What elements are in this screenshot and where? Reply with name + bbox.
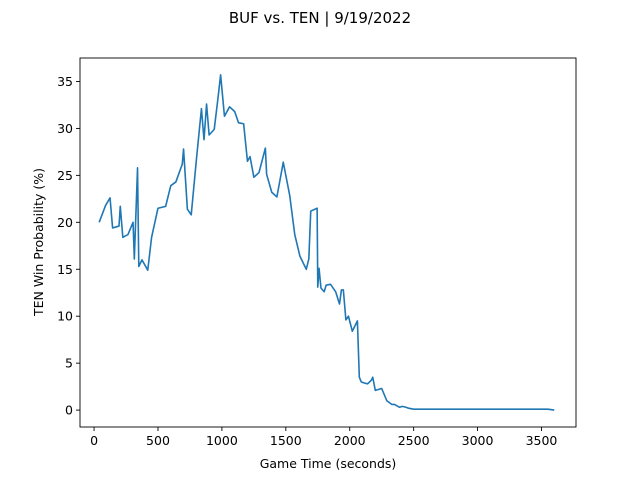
y-tick-label: 35 [57,74,73,89]
series-layer [98,74,555,411]
chart-title: BUF vs. TEN | 9/19/2022 [229,9,411,27]
win-probability-line [98,74,555,411]
x-tick-label: 3500 [526,433,558,448]
x-axis-label: Game Time (seconds) [260,456,397,471]
x-tick-label: 500 [146,433,170,448]
y-tick-label: 0 [65,403,73,418]
x-tick-label: 2500 [398,433,430,448]
x-tick-label: 1500 [270,433,302,448]
x-tick-label: 3000 [462,433,494,448]
y-tick-label: 25 [57,168,73,183]
x-tick-label: 2000 [334,433,366,448]
y-tick-label: 30 [57,121,73,136]
plot-frame [79,57,577,428]
y-axis-label: TEN Win Probability (%) [31,168,46,317]
x-tick-label: 1000 [206,433,238,448]
y-tick-label: 5 [65,356,73,371]
plot-area [80,58,576,427]
y-axis-ticks: 0 5 10 15 20 25 30 35 [57,74,80,418]
y-tick-label: 20 [57,215,73,230]
y-tick-label: 15 [57,262,73,277]
y-tick-label: 10 [57,309,73,324]
x-axis-ticks: 0 500 1000 1500 2000 2500 3000 3500 [90,427,557,448]
x-tick-label: 0 [90,433,98,448]
